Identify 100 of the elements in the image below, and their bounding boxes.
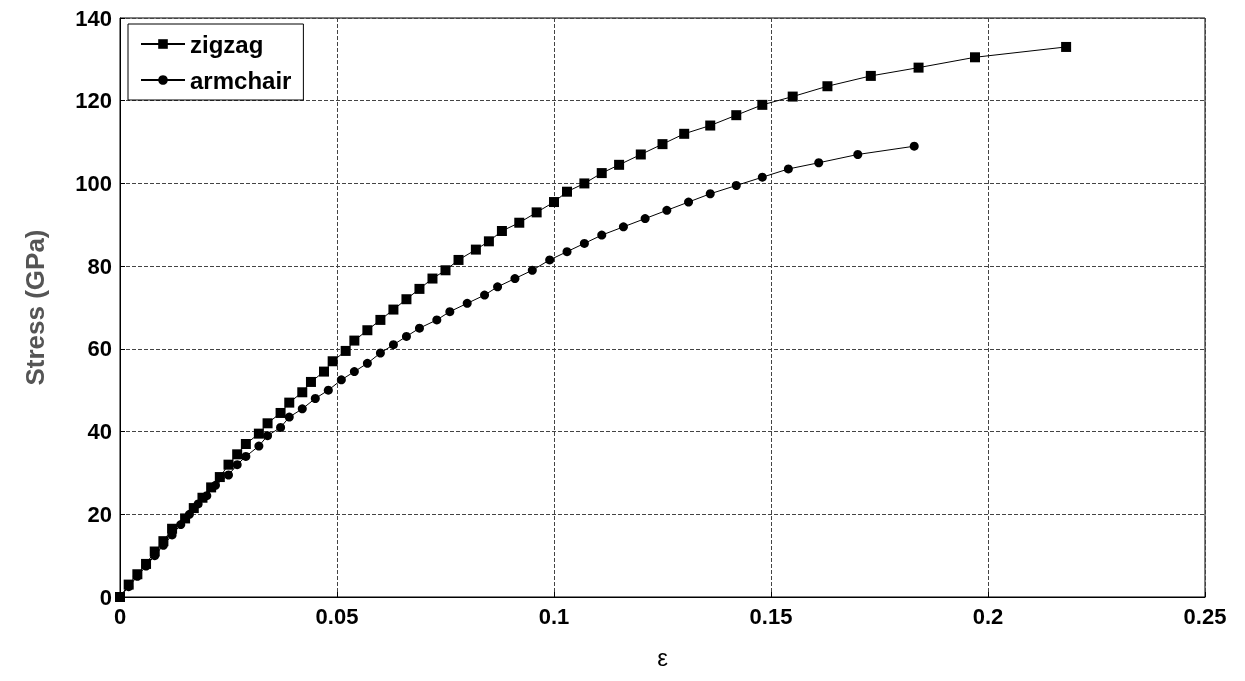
point — [493, 282, 503, 292]
point — [531, 207, 542, 218]
point — [414, 283, 425, 294]
point — [297, 404, 307, 414]
point — [657, 139, 668, 150]
point — [223, 459, 234, 470]
y-tick-label: 60 — [87, 336, 112, 362]
point — [814, 158, 824, 168]
point — [440, 265, 451, 276]
point — [254, 441, 264, 451]
point — [202, 491, 212, 501]
point — [865, 70, 876, 81]
point — [1061, 41, 1072, 52]
point — [679, 128, 690, 139]
point — [787, 91, 798, 102]
y-axis-title: Stress (GPa) — [20, 229, 50, 386]
point — [783, 164, 793, 174]
point — [614, 159, 625, 170]
y-tick-label: 40 — [87, 419, 112, 445]
y-tick-label: 20 — [87, 501, 112, 527]
point — [462, 298, 472, 308]
point — [284, 412, 294, 422]
point — [913, 62, 924, 73]
x-axis-title: ε — [657, 643, 669, 671]
point — [210, 480, 220, 490]
point — [184, 509, 194, 519]
point — [388, 340, 398, 350]
point — [731, 110, 742, 121]
point — [453, 254, 464, 265]
point — [214, 472, 225, 483]
point — [579, 238, 589, 248]
point — [822, 81, 833, 92]
point — [705, 189, 715, 199]
point — [731, 181, 741, 190]
x-tick-label: 0.15 — [749, 603, 793, 629]
point — [640, 214, 650, 224]
point — [596, 168, 607, 179]
point — [562, 247, 572, 257]
point — [579, 178, 590, 189]
point — [401, 294, 412, 305]
point — [432, 315, 442, 325]
point — [853, 149, 863, 159]
point — [635, 149, 646, 160]
point — [496, 225, 507, 236]
point — [401, 331, 411, 341]
x-tick-label: 0.05 — [315, 603, 359, 629]
point — [297, 387, 308, 398]
point — [310, 393, 320, 403]
point — [262, 418, 273, 429]
point — [969, 52, 980, 63]
point — [684, 197, 694, 207]
point — [470, 244, 481, 255]
point — [241, 451, 251, 461]
y-tick-label: 140 — [75, 5, 112, 31]
point — [909, 141, 919, 151]
point — [480, 290, 490, 300]
point — [510, 274, 520, 284]
point — [562, 186, 573, 197]
x-tick-label: 0.1 — [538, 603, 570, 629]
point — [757, 172, 767, 182]
point — [445, 307, 455, 317]
point — [549, 197, 559, 208]
point — [340, 345, 351, 356]
x-tick-label: 0.2 — [972, 603, 1004, 629]
point — [527, 265, 537, 275]
y-tick-label: 100 — [75, 170, 112, 196]
y-tick-label: 0 — [99, 584, 112, 610]
point — [362, 358, 372, 368]
point — [275, 407, 286, 418]
point — [375, 314, 386, 325]
legend-label: zigzag — [190, 30, 264, 58]
point — [176, 520, 186, 530]
point — [662, 205, 672, 215]
point — [276, 422, 286, 432]
point — [514, 217, 525, 228]
point — [224, 470, 233, 480]
point — [240, 438, 251, 449]
point — [232, 449, 243, 460]
point — [705, 120, 716, 131]
point — [232, 460, 242, 470]
point — [263, 431, 273, 441]
point — [362, 325, 373, 336]
point — [323, 385, 333, 395]
y-tick-label: 120 — [75, 88, 112, 114]
point — [388, 304, 399, 315]
point — [545, 255, 555, 265]
legend-label: armchair — [190, 66, 292, 94]
point — [483, 236, 494, 247]
point — [193, 499, 203, 509]
point — [597, 230, 607, 240]
point — [375, 348, 385, 358]
point — [336, 375, 346, 385]
point — [349, 367, 359, 377]
point — [327, 356, 338, 367]
point — [414, 323, 424, 333]
point — [253, 428, 264, 439]
x-tick-label: 0.25 — [1183, 603, 1227, 629]
point — [349, 335, 360, 346]
point — [427, 273, 438, 284]
point — [757, 99, 768, 110]
